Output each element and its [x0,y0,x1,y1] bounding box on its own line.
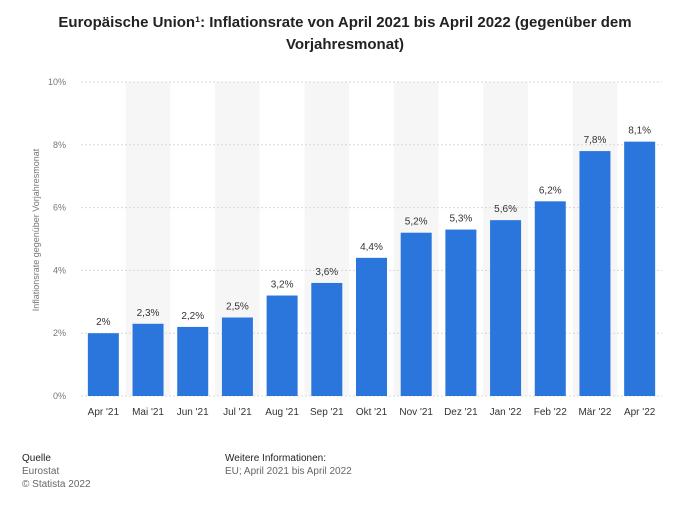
bar [221,317,253,396]
info-text: EU; April 2021 bis April 2022 [225,466,352,477]
source-name: Eurostat [22,466,60,477]
y-tick-label: 0% [53,391,66,401]
bar-value-label: 2,3% [137,308,160,319]
bar-value-label: 5,2% [405,217,428,228]
y-axis-label: Inflationsrate gegenüber Vorjahresmonat [31,148,41,311]
x-tick-label: Nov '21 [399,407,433,418]
bar [400,232,432,396]
bar [534,201,566,396]
copyright: © Statista 2022 [22,479,91,490]
x-tick-label: Sep '21 [310,407,344,418]
source-heading: Quelle [22,453,51,464]
x-tick-label: Jun '21 [177,407,209,418]
bar-value-label: 5,6% [494,204,517,215]
chart-title: Europäische Union¹: Inflationsrate von A… [58,14,632,53]
bar-value-label: 3,2% [271,280,294,291]
bar-value-label: 7,8% [584,135,607,146]
y-tick-label: 6% [53,203,66,213]
x-tick-label: Aug '21 [265,407,299,418]
x-tick-label: Mai '21 [132,407,164,418]
bar-value-label: 8,1% [628,126,651,137]
bar [266,295,298,396]
bar [490,220,522,396]
bar [624,141,656,396]
bar-value-label: 2% [96,317,111,328]
bar-value-label: 2,2% [181,311,204,322]
info-heading: Weitere Informationen: [225,453,326,464]
x-tick-label: Feb '22 [534,407,567,418]
x-tick-label: Dez '21 [444,407,478,418]
info-block: Weitere Informationen: EU; April 2021 bi… [225,452,352,478]
x-tick-label: Apr '22 [624,407,656,418]
bar [579,151,611,396]
bar [356,257,387,396]
x-tick-label: Jan '22 [490,407,522,418]
y-tick-label: 10% [48,77,66,87]
x-tick-label: Jul '21 [223,407,252,418]
bar [87,333,119,396]
bar [311,282,343,396]
y-tick-label: 4% [53,265,66,275]
bar [132,323,164,396]
source-block: Quelle Eurostat © Statista 2022 [22,452,91,491]
bar [177,326,209,396]
bar-value-label: 2,5% [226,302,249,313]
x-tick-label: Mär '22 [578,407,611,418]
x-tick-label: Apr '21 [88,407,120,418]
bar-value-label: 4,4% [360,242,383,253]
bar-value-label: 5,3% [449,214,472,225]
bar-value-label: 6,2% [539,185,562,196]
bar-value-label: 3,6% [315,267,338,278]
y-tick-label: 2% [53,328,66,338]
y-tick-label: 8% [53,140,66,150]
x-tick-label: Okt '21 [356,407,388,418]
bar [445,229,477,396]
